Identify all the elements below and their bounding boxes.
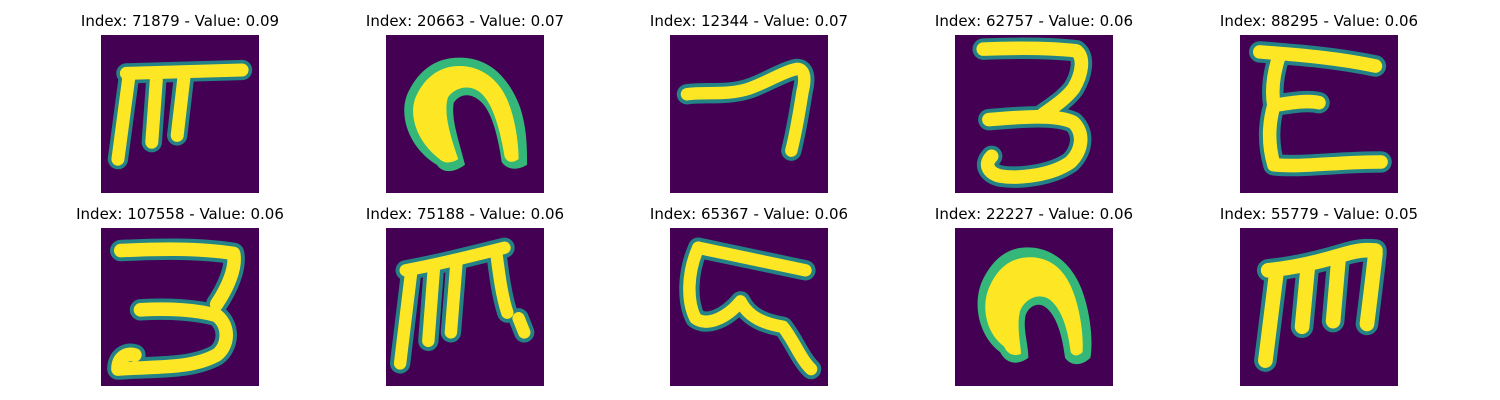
handwritten-glyph-image [101,35,259,193]
tile-6: Index: 107558 - Value: 0.06 [50,205,310,395]
tile-title: Index: 65367 - Value: 0.06 [649,205,849,223]
tile-9: Index: 22227 - Value: 0.06 [904,205,1164,395]
handwritten-glyph-12344-icon [676,58,815,161]
tile-title: Index: 62757 - Value: 0.06 [934,12,1134,30]
handwritten-glyph-image [955,35,1113,193]
tile-title: Index: 55779 - Value: 0.05 [1219,205,1419,223]
tile-title: Index: 107558 - Value: 0.06 [76,205,284,223]
handwritten-glyph-88295-icon [1249,41,1392,177]
handwritten-glyph-22227-icon [977,247,1092,365]
handwritten-glyph-image [955,228,1113,386]
handwritten-glyph-image [1240,228,1398,386]
handwritten-glyph-107558-icon [107,238,245,380]
handwritten-glyph-image [670,228,828,386]
tile-7: Index: 75188 - Value: 0.06 [335,205,595,395]
handwritten-glyph-71879-icon [107,59,253,170]
handwritten-glyph-75188-icon [389,237,535,374]
tile-1: Index: 71879 - Value: 0.09 [50,12,310,202]
tile-title: Index: 22227 - Value: 0.06 [934,205,1134,223]
tile-title: Index: 71879 - Value: 0.09 [80,12,280,30]
tile-2: Index: 20663 - Value: 0.07 [335,12,595,202]
tile-title: Index: 12344 - Value: 0.07 [649,12,849,30]
tile-title: Index: 75188 - Value: 0.06 [365,205,565,223]
tile-10: Index: 55779 - Value: 0.05 [1189,205,1449,395]
tile-4: Index: 62757 - Value: 0.06 [904,12,1164,202]
handwritten-glyph-image [670,35,828,193]
tile-8: Index: 65367 - Value: 0.06 [619,205,879,395]
handwritten-glyph-65367-icon [679,237,822,380]
handwritten-glyph-62757-icon [972,37,1093,188]
tile-title: Index: 20663 - Value: 0.07 [365,12,565,30]
handwritten-glyph-55779-icon [1254,238,1387,372]
handwritten-glyph-image [386,228,544,386]
handwritten-glyph-image [386,35,544,193]
tile-title: Index: 88295 - Value: 0.06 [1219,12,1419,30]
handwritten-glyph-image [101,228,259,386]
handwritten-glyph-image [1240,35,1398,193]
tile-5: Index: 88295 - Value: 0.06 [1189,12,1449,202]
handwritten-glyph-20663-icon [404,57,528,172]
tile-3: Index: 12344 - Value: 0.07 [619,12,879,202]
